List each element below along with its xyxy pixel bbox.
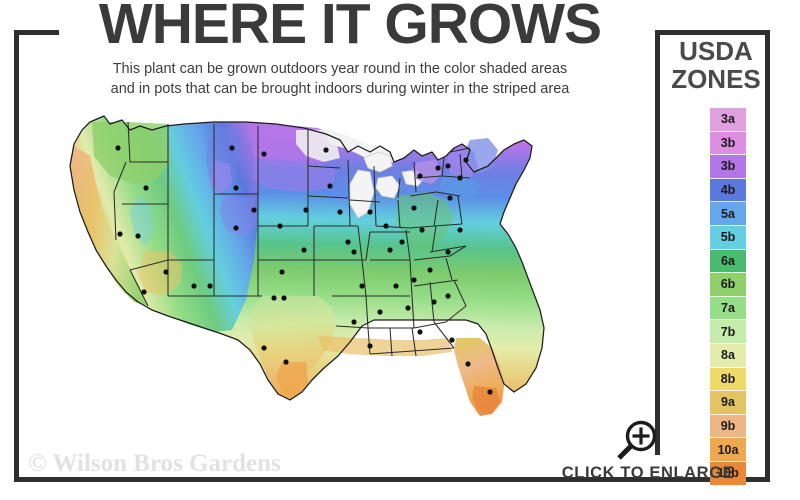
- legend-swatch-label: 9b: [720, 419, 736, 434]
- legend-swatch-zone-3a-0[interactable]: 3a: [710, 108, 746, 132]
- legend-swatch-zone-9a-12[interactable]: 9a: [710, 391, 746, 415]
- legend-swatch-zone-3b-1[interactable]: 3b: [710, 131, 746, 156]
- frame-border-right: [765, 30, 770, 482]
- legend-swatch-label: 10a: [717, 442, 739, 457]
- legend-swatch-label: 3b: [720, 135, 736, 150]
- map-newengland-blue: [440, 174, 480, 198]
- legend-swatch-label: 8a: [721, 348, 735, 363]
- legend-swatch-label: 5a: [721, 206, 735, 221]
- frame-border-left: [14, 30, 19, 482]
- magnifier-plus-icon[interactable]: [612, 418, 660, 466]
- legend-title-line-1: USDA: [679, 36, 753, 66]
- legend-swatch-zone-7a-8[interactable]: 7a: [710, 296, 746, 321]
- legend-swatch-zone-9b-13[interactable]: 9b: [710, 414, 746, 439]
- subtitle-line-1: This plant can be grown outdoors year ro…: [112, 61, 568, 77]
- map-landmass: [70, 116, 544, 416]
- map-wyoming-core: [220, 196, 258, 236]
- legend-swatch-label: 6a: [721, 253, 735, 268]
- map-south-texas-warm: [276, 362, 308, 398]
- legend-swatch-zone-8a-10[interactable]: 8a: [710, 343, 746, 368]
- legend-swatch-label: 5b: [720, 230, 736, 245]
- legend-swatch-label: 9a: [721, 395, 735, 410]
- legend-swatch-label: 7a: [721, 301, 735, 316]
- map-pacific-northwest: [92, 122, 170, 184]
- map-state-borders: [113, 121, 471, 357]
- subtitle-line-2: and in pots that can be brought indoors …: [110, 81, 570, 97]
- legend-swatch-label: 7b: [720, 324, 736, 339]
- legend-swatch-zone-6a-6[interactable]: 6a: [710, 249, 746, 274]
- map-texas: [250, 296, 336, 396]
- legend-swatch-zone-5a-4[interactable]: 5a: [710, 202, 746, 226]
- map-national-border: [69, 115, 545, 401]
- legend-swatch-label: 10b: [717, 466, 739, 481]
- frame-border-top-right: [655, 30, 770, 35]
- legend-title: USDA ZONES: [662, 38, 770, 92]
- legend-swatch-zone-10b-15[interactable]: 10b: [710, 461, 746, 486]
- map-city-markers: [115, 145, 493, 395]
- page-title: WHERE IT GROWS: [98, 0, 602, 56]
- map-california: [70, 146, 148, 306]
- map-yellowstone-core: [210, 160, 232, 194]
- legend-swatch-zone-4b-3[interactable]: 4b: [710, 178, 746, 203]
- usda-zone-legend: 3a 3b 3b 4b 5a 5b 6a 6b 7a 7b 8a 8b 9a 9b 10a 10b: [710, 108, 746, 486]
- legend-swatch-label: 3b: [720, 159, 736, 174]
- legend-swatch-label: 6b: [720, 277, 736, 292]
- legend-swatch-zone-3b-2[interactable]: 3b: [710, 155, 746, 179]
- legend-swatch-zone-8b-11[interactable]: 8b: [710, 367, 746, 392]
- map-maine: [466, 138, 498, 174]
- frame-divider: [655, 30, 660, 455]
- watermark: © Wilson Bros Gardens: [28, 450, 281, 477]
- map-desert-southwest: [138, 250, 182, 296]
- legend-swatch-label: 4b: [720, 183, 736, 198]
- frame-border-top-left: [14, 30, 59, 35]
- map-appalachian-green: [396, 192, 454, 252]
- legend-swatch-label: 3a: [721, 112, 735, 127]
- page-subtitle: This plant can be grown outdoors year ro…: [35, 59, 645, 99]
- usda-hardiness-zone-map[interactable]: [18, 100, 658, 470]
- legend-swatch-zone-5b-5[interactable]: 5b: [710, 225, 746, 250]
- map-south-florida-warm: [472, 386, 500, 414]
- legend-swatch-label: 8b: [720, 371, 736, 386]
- map-minnesota-snow: [296, 130, 340, 162]
- map-sierra-cold: [130, 196, 154, 246]
- legend-swatch-zone-7b-9[interactable]: 7b: [710, 320, 746, 344]
- frame-border-bottom: [14, 477, 770, 482]
- legend-swatch-zone-6b-7[interactable]: 6b: [710, 273, 746, 297]
- legend-swatch-zone-10a-14[interactable]: 10a: [710, 438, 746, 462]
- legend-title-line-2: ZONES: [671, 64, 761, 94]
- click-to-enlarge-label[interactable]: CLICK TO ENLARGE: [561, 464, 735, 482]
